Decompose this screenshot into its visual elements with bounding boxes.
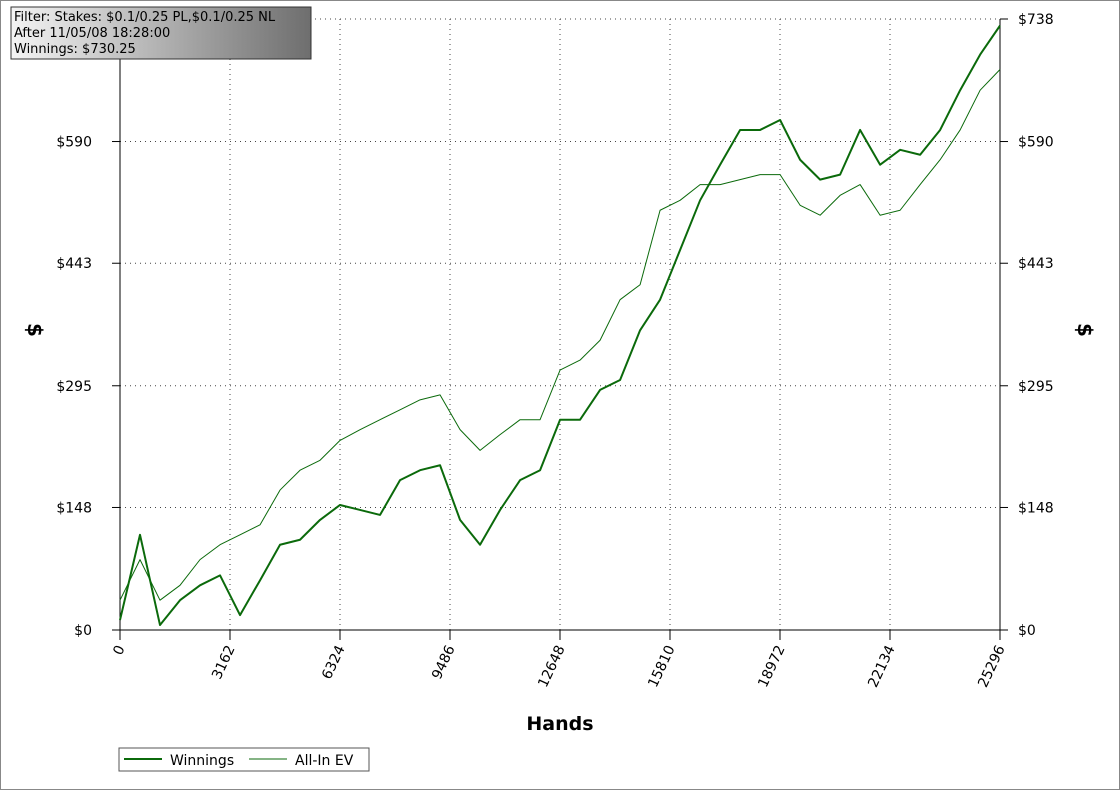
y-axis-label: $ — [23, 323, 47, 337]
legend-label: All-In EV — [295, 753, 354, 769]
y-tick-label: $295 — [56, 379, 92, 395]
x-axis-label: Hands — [526, 713, 593, 735]
series-line — [119, 25, 1001, 627]
y-tick-label: $0 — [74, 623, 92, 639]
y2-axis-label: $ — [1073, 323, 1097, 337]
legend-label: Winnings — [170, 753, 234, 769]
y2-tick-label: $0 — [1018, 623, 1036, 639]
filter-box — [10, 6, 312, 60]
y2-tick-label: $148 — [1018, 500, 1054, 516]
legend — [118, 747, 370, 772]
y2-tick-label: $295 — [1018, 379, 1054, 395]
annotation: After 11/05/08 18:28:00 — [14, 26, 170, 41]
y-tick-label: $148 — [56, 500, 92, 516]
y-tick-label: $590 — [56, 135, 92, 151]
y-tick-label: $443 — [56, 256, 92, 272]
y2-tick-label: $443 — [1018, 256, 1054, 272]
y2-tick-label: $738 — [1018, 12, 1054, 28]
annotation: Winnings: $730.25 — [14, 42, 136, 57]
series-line — [119, 69, 1001, 601]
annotation: Filter: Stakes: $0.1/0.25 PL,$0.1/0.25 N… — [14, 10, 276, 25]
y2-tick-label: $590 — [1018, 135, 1054, 151]
